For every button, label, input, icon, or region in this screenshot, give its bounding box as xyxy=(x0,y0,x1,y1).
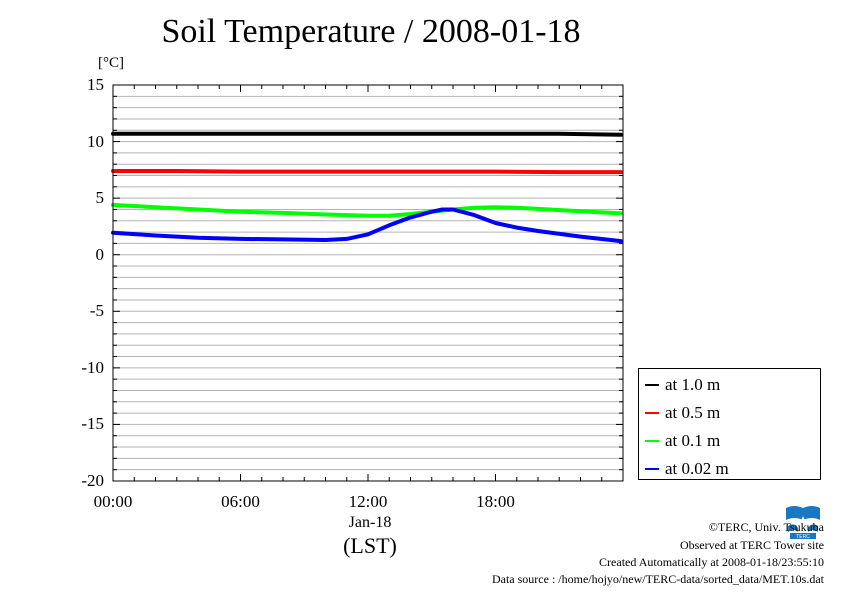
legend-label: at 0.02 m xyxy=(665,459,729,478)
x-tick-label: 06:00 xyxy=(221,492,260,511)
series-line-at-0-5-m xyxy=(111,169,623,175)
series-line-at-0-02-m xyxy=(111,207,623,244)
legend-label: at 0.1 m xyxy=(665,431,721,450)
chart-title: Soil Temperature / 2008-01-18 xyxy=(161,13,581,50)
y-tick-label: 5 xyxy=(95,188,105,208)
y-axis-unit-label: [°C] xyxy=(98,55,124,71)
y-tick-label: 10 xyxy=(87,131,104,151)
legend-label: at 1.0 m xyxy=(665,375,721,394)
legend-swatch xyxy=(645,440,659,442)
legend-item: at 0.5 m xyxy=(645,402,720,424)
footer-source: Data source : /home/hojyo/new/TERC-data/… xyxy=(491,572,824,586)
terc-logo-icon: TERC xyxy=(784,504,822,540)
logo-text: TERC xyxy=(796,534,810,540)
legend: at 1.0 m at 0.5 m at 0.1 m at 0.02 m xyxy=(638,368,821,480)
y-tick-label: 15 xyxy=(87,75,104,94)
legend-item: at 1.0 m xyxy=(645,374,720,396)
footer-copyright: ©TERC, Univ. Tsukuba xyxy=(708,520,824,534)
x-tick-label: 18:00 xyxy=(476,492,515,511)
y-tick-label: -15 xyxy=(81,414,104,434)
y-tick-label: -10 xyxy=(81,357,104,377)
legend-swatch xyxy=(645,412,659,414)
legend-item: at 0.02 m xyxy=(645,458,729,480)
legend-swatch xyxy=(645,468,659,470)
y-tick-label: 0 xyxy=(95,244,105,264)
x-tick-label: 00:00 xyxy=(93,492,133,511)
x-tick-label: 12:00 xyxy=(348,492,388,511)
footer-observed: Observed at TERC Tower site xyxy=(679,538,824,552)
series-line-at-0-1-m xyxy=(111,202,623,218)
x-axis-date-label: Jan-18 xyxy=(348,514,392,531)
plot-frame xyxy=(112,84,624,482)
footer-created: Created Automatically at 2008-01-18/23:5… xyxy=(599,555,824,569)
x-axis-title: (LST) xyxy=(343,533,397,558)
y-tick-label: -5 xyxy=(89,301,104,321)
legend-swatch xyxy=(645,384,659,386)
y-tick-label: -20 xyxy=(81,471,104,490)
legend-item: at 0.1 m xyxy=(645,430,720,452)
series-line-at-1-0-m xyxy=(111,131,623,137)
legend-label: at 0.5 m xyxy=(665,403,721,422)
